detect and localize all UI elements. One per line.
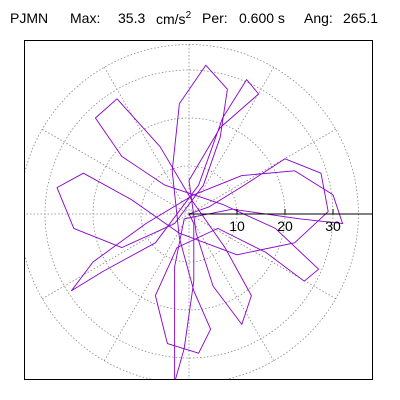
grid-spoke [188, 213, 275, 361]
station-code: PJMN [10, 10, 49, 26]
radial-tick-label: 10 [229, 218, 245, 234]
grid-spoke [103, 67, 190, 215]
radial-tick-label: 20 [277, 218, 293, 234]
grid-spoke [188, 213, 336, 300]
particle-motion-plot: 10 20 30 [25, 44, 372, 380]
angle-label: Ang: [304, 10, 333, 26]
plot-frame: 10 20 30 [24, 40, 373, 380]
period-label: Per: [202, 10, 228, 26]
grid-spoke [188, 128, 336, 215]
grid-circle-outer [25, 44, 359, 379]
max-unit-base: cm/s [156, 11, 186, 27]
max-value: 35.3 [118, 10, 146, 26]
angle-value: 265.1 [343, 10, 379, 26]
period-value: 0.600 s [239, 10, 285, 26]
motion-trace [56, 64, 344, 379]
chart-header: PJMN Max: 35.3 cm/s2 Per: 0.600 s Ang: 2… [10, 10, 400, 36]
grid-spoke [42, 128, 190, 215]
peak-marker [171, 379, 178, 380]
radial-tick-label: 30 [325, 218, 341, 234]
grid-spoke [103, 213, 190, 361]
max-unit: cm/s2 [156, 10, 191, 27]
max-label: Max: [70, 10, 101, 26]
max-unit-exponent: 2 [185, 10, 192, 21]
grid-spoke [188, 67, 275, 215]
